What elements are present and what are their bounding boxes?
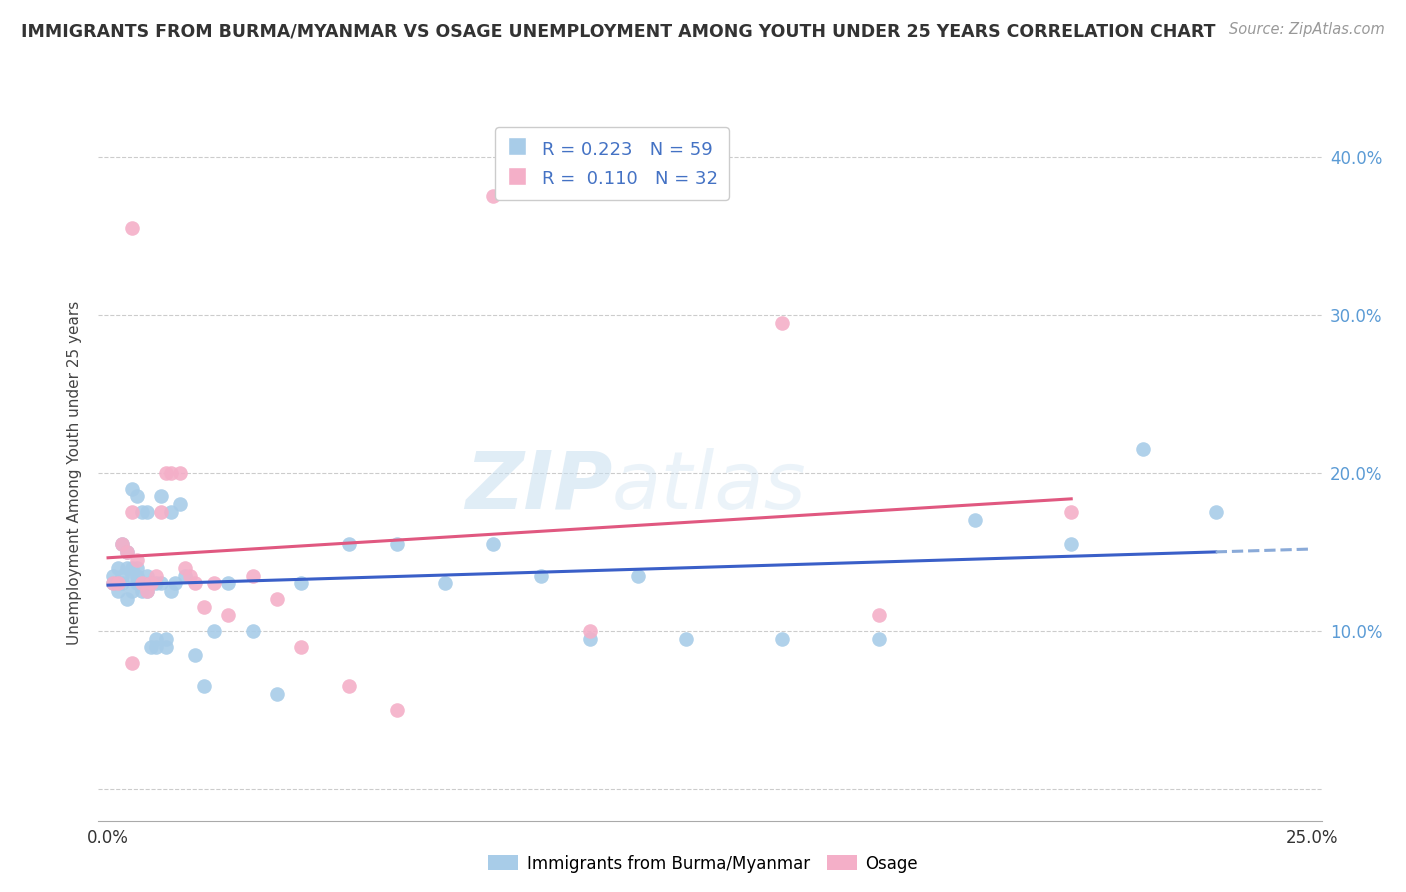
- Point: [150, 490, 173, 504]
- Point: [179, 568, 201, 582]
- Point: [117, 545, 139, 559]
- Point: [145, 576, 167, 591]
- Point: [193, 679, 215, 693]
- Point: [117, 560, 139, 574]
- Point: [125, 568, 148, 582]
- Point: [290, 640, 312, 654]
- Point: [111, 537, 134, 551]
- Point: [150, 505, 173, 519]
- Point: [184, 576, 207, 591]
- Point: [141, 576, 163, 591]
- Point: [117, 545, 139, 559]
- Point: [159, 466, 181, 480]
- Point: [111, 537, 134, 551]
- Point: [159, 584, 181, 599]
- Legend: Immigrants from Burma/Myanmar, Osage: Immigrants from Burma/Myanmar, Osage: [482, 848, 924, 880]
- Point: [217, 576, 239, 591]
- Point: [121, 220, 143, 235]
- Point: [135, 584, 157, 599]
- Point: [121, 656, 143, 670]
- Point: [868, 608, 890, 623]
- Point: [159, 505, 181, 519]
- Point: [131, 505, 153, 519]
- Point: [675, 632, 697, 646]
- Point: [963, 513, 986, 527]
- Point: [482, 189, 505, 203]
- Point: [530, 568, 553, 582]
- Point: [107, 584, 129, 599]
- Point: [290, 576, 312, 591]
- Point: [174, 560, 197, 574]
- Point: [184, 648, 207, 662]
- Point: [145, 640, 167, 654]
- Point: [165, 576, 187, 591]
- Point: [125, 490, 148, 504]
- Point: [266, 687, 288, 701]
- Point: [155, 632, 177, 646]
- Text: IMMIGRANTS FROM BURMA/MYANMAR VS OSAGE UNEMPLOYMENT AMONG YOUTH UNDER 25 YEARS C: IMMIGRANTS FROM BURMA/MYANMAR VS OSAGE U…: [21, 22, 1216, 40]
- Point: [174, 568, 197, 582]
- Point: [111, 568, 134, 582]
- Point: [193, 600, 215, 615]
- Point: [770, 316, 793, 330]
- Point: [868, 632, 890, 646]
- Point: [155, 466, 177, 480]
- Point: [121, 505, 143, 519]
- Point: [141, 640, 163, 654]
- Point: [107, 576, 129, 591]
- Text: ZIP: ZIP: [465, 448, 612, 525]
- Point: [578, 624, 600, 638]
- Point: [145, 632, 167, 646]
- Point: [131, 584, 153, 599]
- Point: [202, 576, 225, 591]
- Point: [627, 568, 650, 582]
- Point: [385, 703, 408, 717]
- Point: [217, 608, 239, 623]
- Point: [135, 505, 157, 519]
- Point: [131, 576, 153, 591]
- Point: [242, 624, 264, 638]
- Point: [121, 568, 143, 582]
- Point: [385, 537, 408, 551]
- Point: [169, 466, 191, 480]
- Point: [141, 576, 163, 591]
- Point: [1060, 537, 1083, 551]
- Point: [135, 584, 157, 599]
- Point: [337, 537, 360, 551]
- Point: [125, 552, 148, 567]
- Text: atlas: atlas: [612, 448, 807, 525]
- Point: [131, 576, 153, 591]
- Point: [482, 537, 505, 551]
- Point: [578, 632, 600, 646]
- Point: [770, 632, 793, 646]
- Point: [155, 640, 177, 654]
- Point: [125, 576, 148, 591]
- Point: [125, 560, 148, 574]
- Point: [101, 568, 124, 582]
- Point: [1205, 505, 1227, 519]
- Point: [107, 560, 129, 574]
- Point: [101, 576, 124, 591]
- Point: [117, 592, 139, 607]
- Point: [1060, 505, 1083, 519]
- Text: Source: ZipAtlas.com: Source: ZipAtlas.com: [1229, 22, 1385, 37]
- Point: [1132, 442, 1154, 456]
- Point: [121, 482, 143, 496]
- Point: [145, 568, 167, 582]
- Y-axis label: Unemployment Among Youth under 25 years: Unemployment Among Youth under 25 years: [67, 301, 83, 645]
- Point: [150, 576, 173, 591]
- Point: [266, 592, 288, 607]
- Point: [101, 576, 124, 591]
- Point: [121, 560, 143, 574]
- Point: [202, 624, 225, 638]
- Point: [111, 576, 134, 591]
- Point: [121, 584, 143, 599]
- Point: [135, 568, 157, 582]
- Legend: R = 0.223   N = 59, R =  0.110   N = 32: R = 0.223 N = 59, R = 0.110 N = 32: [495, 127, 730, 200]
- Point: [337, 679, 360, 693]
- Point: [242, 568, 264, 582]
- Point: [434, 576, 457, 591]
- Point: [169, 497, 191, 511]
